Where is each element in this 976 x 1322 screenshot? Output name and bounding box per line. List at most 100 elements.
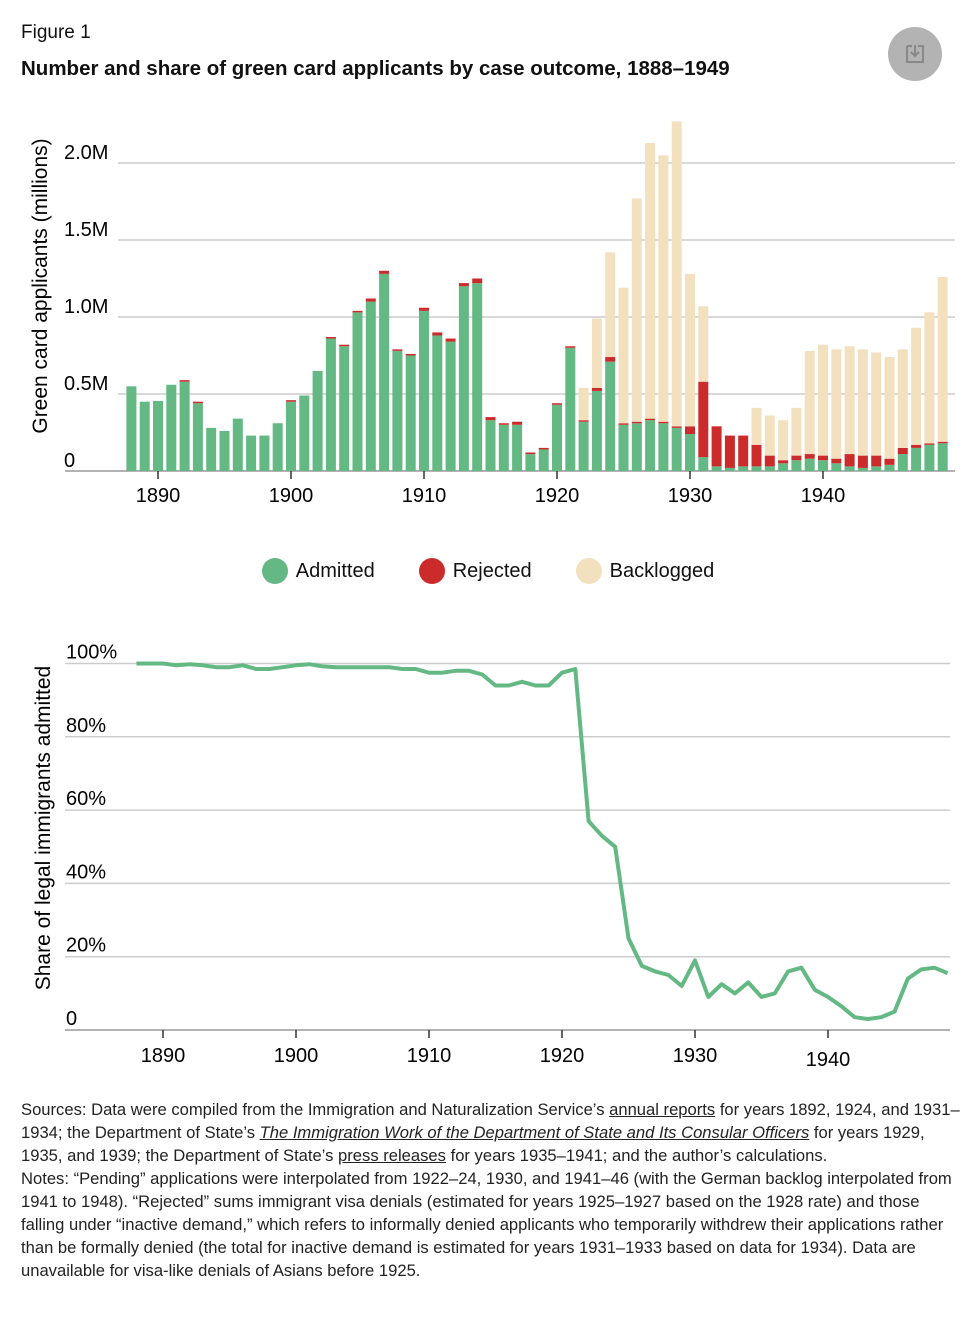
bar-backlogged-1947 (911, 327, 922, 445)
bar-rejected-1946 (897, 447, 908, 455)
bar-admitted-1911 (432, 335, 443, 471)
bar-rejected-1908 (392, 349, 403, 351)
bar-admitted-1946 (897, 454, 908, 471)
sources-text: for years 1935–1941; and the author’s ca… (445, 1146, 828, 1165)
y-tick-label: 100% (66, 642, 117, 664)
bar-backlogged-1949 (937, 276, 948, 442)
bar-admitted-1944 (871, 466, 882, 471)
bar-admitted-1940 (818, 460, 828, 471)
notes-text: Notes: “Pending” applications were inter… (21, 1169, 952, 1280)
legend-label: Rejected (452, 559, 532, 582)
bar-admitted-1902 (312, 370, 323, 471)
y-tick-label: 20% (66, 935, 106, 957)
bar-admitted-1918 (525, 454, 536, 471)
y-tick-label: 40% (66, 861, 106, 883)
bar-admitted-1949 (937, 443, 948, 471)
x-tick-label: 1910 (407, 1045, 452, 1067)
annual-reports-link[interactable]: annual reports (609, 1100, 716, 1119)
line-y-axis-label: Share of legal immigrants admitted (32, 666, 55, 991)
bar-chart: Green card applicants (millions) 0 0.5M 1.… (29, 121, 955, 507)
bar-backlogged-1931 (698, 306, 709, 382)
bar-admitted-1935 (751, 466, 762, 471)
bar-backlogged-1936 (764, 415, 775, 456)
bar-rejected-1932 (711, 426, 722, 467)
bar-rejected-1933 (724, 435, 735, 468)
bar-backlogged-1948 (924, 312, 935, 444)
bar-rejected-1911 (432, 332, 443, 336)
bar-rejected-1941 (831, 458, 842, 464)
bar-admitted-1929 (671, 427, 682, 471)
bar-rejected-1893 (192, 401, 203, 404)
bar-backlogged-1937 (778, 420, 789, 461)
bar-backlogged-1924 (605, 252, 616, 358)
bar-rejected-1924 (605, 357, 616, 362)
bar-admitted-1922 (578, 421, 589, 471)
bar-admitted-1923 (591, 390, 602, 471)
bar-rejected-1919 (538, 447, 549, 450)
bar-admitted-1899 (272, 423, 283, 471)
bar-admitted-1933 (724, 467, 735, 471)
bar-admitted-1928 (658, 423, 669, 471)
bar-rejected-1948 (924, 443, 935, 445)
immigration-work-link[interactable]: The Immigration Work of the Department o… (259, 1123, 810, 1142)
download-icon (906, 45, 924, 63)
bar-rejected-1905 (352, 310, 363, 313)
y-tick-label: 80% (66, 715, 106, 737)
x-tick-label: 1930 (668, 485, 713, 507)
legend-label: Backlogged (609, 559, 715, 582)
bar-backlogged-1942 (844, 346, 855, 455)
bar-backlogged-1922 (578, 387, 589, 421)
bar-rejected-1945 (884, 458, 895, 465)
bar-admitted-1917 (512, 424, 523, 471)
figure-label: Figure 1 (21, 22, 91, 43)
bar-admitted-1945 (884, 464, 895, 471)
legend: Admitted Rejected Backlogged (0, 558, 976, 584)
y-tick-label: 0.5M (64, 373, 108, 395)
bar-backlogged-1938 (791, 407, 802, 456)
bar-rejected-1922 (578, 420, 589, 422)
bar-rejected-1915 (485, 417, 496, 421)
bar-admitted-1921 (565, 347, 576, 471)
bar-admitted-1904 (339, 346, 350, 471)
bar-admitted-1926 (631, 423, 642, 471)
bar-rejected-1920 (552, 403, 562, 405)
bar-backlogged-1941 (831, 349, 842, 459)
bar-admitted-1914 (472, 283, 483, 471)
bar-backlogged-1935 (751, 407, 762, 445)
bar-admitted-1948 (924, 444, 935, 471)
bar-backlogged-1930 (685, 273, 695, 427)
bar-rejected-1930 (685, 426, 695, 435)
bar-rejected-1892 (179, 380, 190, 382)
bar-admitted-1919 (538, 449, 549, 471)
bar-backlogged-1945 (884, 357, 895, 459)
bar-rejected-1914 (472, 278, 483, 284)
bar-rejected-1925 (618, 423, 629, 425)
line-chart: Share of legal immigrants admitted 0 20% 4… (32, 642, 950, 1071)
bar-rejected-1912 (445, 338, 456, 342)
bar-backlogged-1927 (645, 142, 656, 419)
bar-admitted-1938 (791, 460, 802, 471)
bar-admitted-1931 (698, 457, 709, 471)
bar-admitted-1943 (857, 467, 868, 471)
bar-admitted-1896 (232, 418, 243, 471)
rejected-swatch (418, 558, 445, 584)
bar-admitted-1907 (379, 273, 390, 471)
bar-admitted-1910 (419, 310, 429, 471)
bar-rejected-1949 (937, 441, 948, 444)
bar-admitted-1934 (738, 466, 749, 471)
bar-admitted-1936 (764, 466, 775, 471)
bar-rejected-1928 (658, 421, 669, 424)
bar-admitted-1894 (206, 427, 217, 471)
press-releases-link[interactable]: press releases (338, 1146, 446, 1165)
download-button[interactable] (888, 27, 942, 81)
admitted-swatch (261, 558, 288, 584)
bar-admitted-1909 (405, 355, 416, 471)
bar-rejected-1923 (591, 387, 602, 391)
bar-admitted-1927 (645, 420, 656, 471)
x-tick-label: 1940 (806, 1049, 851, 1071)
bar-rejected-1909 (405, 353, 416, 356)
bar-rejected-1929 (671, 426, 682, 428)
legend-label: Admitted (295, 559, 375, 582)
bar-admitted-1900 (286, 401, 296, 471)
bar-backlogged-1939 (804, 350, 815, 455)
